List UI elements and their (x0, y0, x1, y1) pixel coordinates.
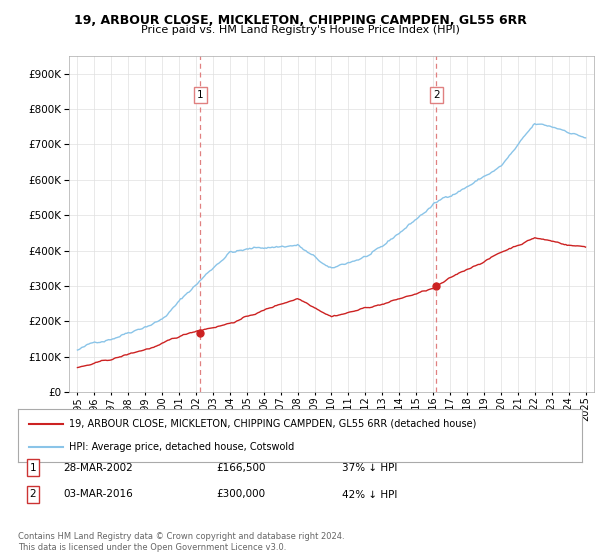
Text: 19, ARBOUR CLOSE, MICKLETON, CHIPPING CAMPDEN, GL55 6RR: 19, ARBOUR CLOSE, MICKLETON, CHIPPING CA… (74, 14, 526, 27)
Text: 37% ↓ HPI: 37% ↓ HPI (342, 463, 397, 473)
Text: £300,000: £300,000 (216, 489, 265, 500)
Text: Price paid vs. HM Land Registry's House Price Index (HPI): Price paid vs. HM Land Registry's House … (140, 25, 460, 35)
Text: 03-MAR-2016: 03-MAR-2016 (63, 489, 133, 500)
Text: £166,500: £166,500 (216, 463, 265, 473)
Text: Contains HM Land Registry data © Crown copyright and database right 2024.
This d: Contains HM Land Registry data © Crown c… (18, 532, 344, 552)
Text: 28-MAR-2002: 28-MAR-2002 (63, 463, 133, 473)
Text: 19, ARBOUR CLOSE, MICKLETON, CHIPPING CAMPDEN, GL55 6RR (detached house): 19, ARBOUR CLOSE, MICKLETON, CHIPPING CA… (69, 419, 476, 429)
Text: 1: 1 (197, 90, 203, 100)
Text: 42% ↓ HPI: 42% ↓ HPI (342, 489, 397, 500)
Text: 2: 2 (433, 90, 439, 100)
Text: 2: 2 (29, 489, 37, 500)
Text: HPI: Average price, detached house, Cotswold: HPI: Average price, detached house, Cots… (69, 442, 294, 452)
Text: 1: 1 (29, 463, 37, 473)
